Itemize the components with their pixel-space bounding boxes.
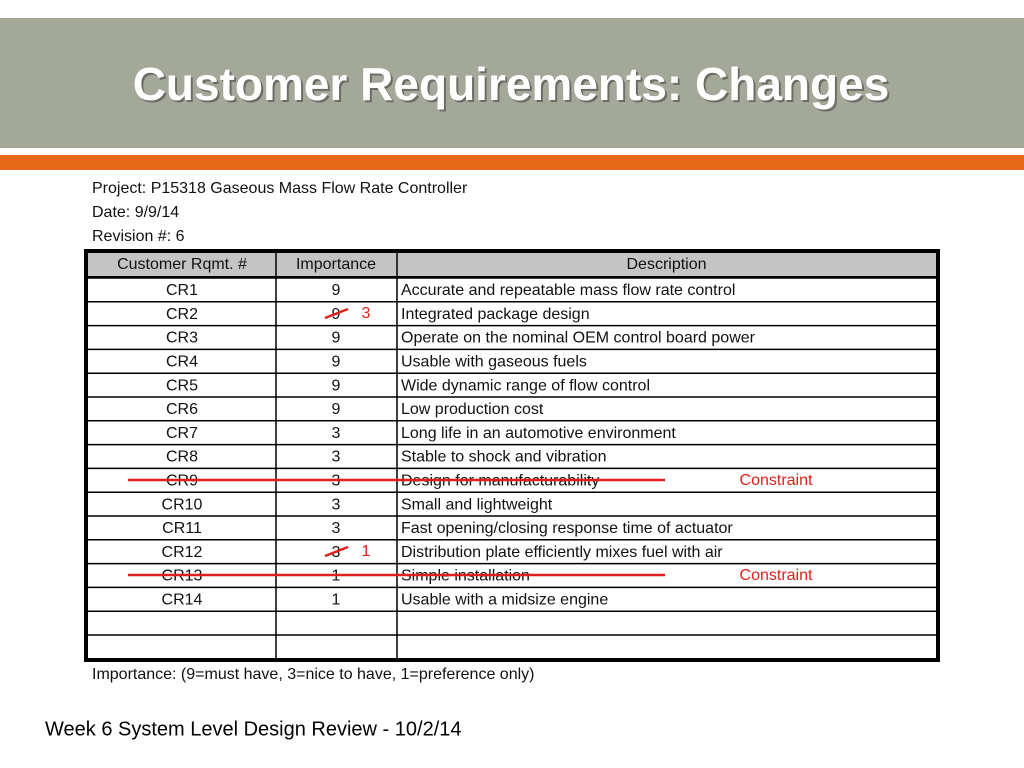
project-info: Date: 9/9/14: [92, 204, 179, 221]
importance: 9: [332, 354, 341, 371]
description: Low production cost: [401, 401, 544, 418]
description: Integrated package design: [401, 306, 590, 323]
importance: 1: [332, 592, 341, 609]
importance: 3: [332, 425, 341, 442]
requirement-id: CR11: [162, 520, 202, 537]
requirement-id: CR12: [162, 544, 203, 561]
column-header: Importance: [296, 256, 376, 273]
importance: 9: [332, 377, 341, 394]
description: Distribution plate efficiently mixes fue…: [401, 544, 723, 561]
requirement-id: CR3: [166, 330, 198, 347]
description: Accurate and repeatable mass flow rate c…: [401, 282, 735, 299]
importance: 3: [332, 449, 341, 466]
description: Small and lightweight: [401, 496, 553, 513]
footer: Week 6 System Level Design Review - 10/2…: [45, 718, 462, 740]
importance: 3: [332, 520, 341, 537]
annotation: 1: [362, 543, 371, 560]
description: Operate on the nominal OEM control board…: [401, 330, 756, 347]
annotation: 3: [362, 305, 371, 322]
requirement-id: CR8: [166, 449, 198, 466]
table-header-bg: [88, 253, 936, 276]
strike-slash: [324, 545, 349, 558]
annotation: Constraint: [740, 567, 813, 584]
title-shadow: Customer Requirements: Changes: [135, 60, 892, 112]
description: Stable to shock and vibration: [401, 449, 606, 466]
description: Long life in an automotive environment: [401, 425, 676, 442]
column-header: Customer Rqmt. #: [117, 256, 247, 273]
importance: 9: [332, 330, 341, 347]
title-bar: [0, 18, 1024, 148]
project-info: Revision #: 6: [92, 228, 185, 245]
description: Fast opening/closing response time of ac…: [401, 520, 733, 537]
requirement-id: CR2: [166, 306, 198, 323]
requirement-id: CR5: [166, 377, 198, 394]
table-border: [84, 249, 940, 662]
requirement-id: CR4: [166, 354, 198, 371]
accent-band: [0, 155, 1024, 170]
requirement-id: CR14: [162, 592, 203, 609]
importance: 9: [332, 401, 341, 418]
title: Customer Requirements: Changes: [133, 58, 890, 110]
requirement-id: CR1: [166, 282, 198, 299]
footnote: Importance: (9=must have, 3=nice to have…: [92, 666, 534, 683]
description: Wide dynamic range of flow control: [401, 377, 650, 394]
importance: 9: [332, 282, 341, 299]
description: Usable with gaseous fuels: [401, 354, 587, 371]
column-header: Description: [626, 256, 706, 273]
project-info: Project: P15318 Gaseous Mass Flow Rate C…: [92, 180, 468, 197]
importance: 3: [332, 496, 341, 513]
requirement-id: CR6: [166, 401, 198, 418]
requirement-id: CR10: [162, 496, 203, 513]
strike-slash: [324, 307, 349, 320]
requirement-id: CR7: [166, 425, 198, 442]
description: Usable with a midsize engine: [401, 592, 608, 609]
annotation: Constraint: [740, 472, 813, 489]
